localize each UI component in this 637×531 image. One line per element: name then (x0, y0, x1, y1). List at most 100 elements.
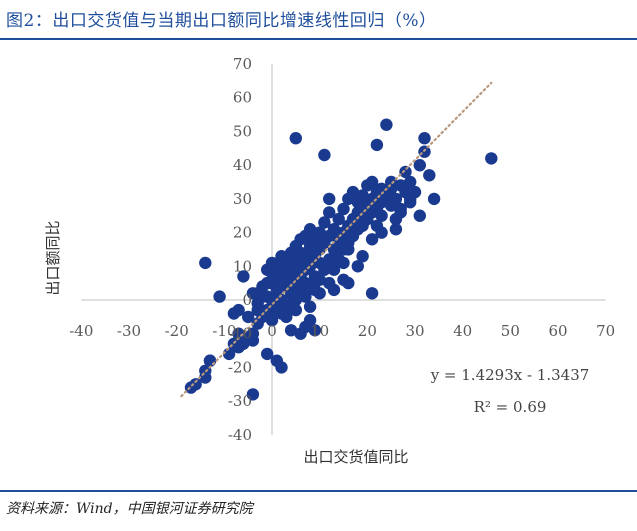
data-point (289, 303, 302, 317)
data-point (327, 283, 341, 297)
data-point (404, 175, 417, 189)
data-point (427, 192, 441, 206)
regression-equation: y = 1.4293x - 1.3437 (430, 366, 590, 384)
data-point (189, 378, 202, 391)
data-point (246, 327, 260, 340)
data-point (313, 226, 326, 239)
x-tick-label: -30 (117, 322, 141, 340)
data-point (318, 216, 331, 229)
data-point (308, 324, 322, 337)
axis-labels: 出口交货值同比 出口额同比 y = 1.4293x - 1.3437 R² = 0.6… (44, 220, 589, 466)
data-point (289, 132, 302, 145)
data-point (404, 192, 417, 206)
data-point (237, 270, 250, 283)
x-tick-label: 30 (405, 322, 424, 340)
data-point (342, 243, 355, 256)
data-point (337, 256, 350, 270)
data-point (222, 347, 236, 361)
data-point (199, 256, 212, 270)
y-tick-label: 50 (233, 122, 252, 140)
data-point (261, 347, 274, 361)
x-tick-label: 20 (358, 322, 377, 340)
y-tick-label: -30 (228, 392, 252, 410)
chart-axes (81, 64, 606, 435)
data-point (485, 152, 498, 165)
x-tick-label: -20 (165, 322, 189, 340)
data-point (270, 283, 283, 297)
x-tick-label: 70 (596, 322, 615, 340)
data-point (232, 327, 245, 340)
data-point (365, 175, 379, 189)
title-divider (0, 38, 637, 40)
data-point (413, 159, 426, 172)
data-point (356, 189, 369, 202)
data-point (418, 132, 431, 145)
scatter-points (184, 118, 498, 401)
data-point (284, 324, 298, 337)
data-point (346, 185, 360, 199)
data-point (251, 297, 264, 310)
data-point (280, 310, 293, 324)
data-point (303, 223, 317, 236)
data-point (299, 250, 312, 263)
source-divider (0, 490, 637, 492)
y-tick-label: 30 (233, 190, 252, 208)
data-point (323, 253, 336, 266)
source-note: 资料来源：Wind，中国银河证券研究院 (6, 501, 253, 517)
data-point (375, 209, 388, 222)
data-point (318, 148, 331, 162)
data-point (389, 223, 403, 236)
data-point (299, 290, 312, 303)
data-point (356, 250, 369, 263)
data-point (399, 165, 412, 179)
data-point (246, 388, 260, 401)
data-point (265, 314, 279, 327)
data-point (289, 293, 302, 307)
y-tick-label: 70 (233, 55, 252, 73)
x-tick-label: 0 (267, 322, 277, 340)
data-point (275, 361, 288, 374)
scatter-chart: -40 -30 -20 -10 0 10 20 30 40 50 60 70 70 60 50 40 30 20 1… (44, 55, 615, 466)
data-point (337, 202, 350, 216)
data-point (270, 260, 283, 273)
data-point (303, 314, 317, 327)
data-point (370, 138, 384, 152)
data-point (375, 226, 388, 239)
data-point (294, 327, 307, 340)
x-tick-label: 10 (310, 322, 329, 340)
data-point (327, 223, 341, 236)
data-point (327, 263, 341, 276)
data-point (213, 290, 226, 303)
x-tick-label: 50 (501, 322, 520, 340)
data-point (332, 212, 345, 226)
y-tick-label: 0 (242, 291, 252, 309)
y-tick-label: 20 (233, 224, 252, 242)
data-point (232, 303, 245, 317)
data-point (423, 169, 436, 182)
data-point (394, 206, 407, 219)
x-tick-label: 40 (453, 322, 472, 340)
data-point (203, 354, 217, 367)
y-tick-label: 40 (233, 156, 252, 174)
data-point (323, 192, 336, 206)
data-point (413, 209, 426, 222)
x-axis-title: 出口交货值同比 (303, 448, 408, 466)
data-point (242, 310, 255, 324)
figure-title: 图2：出口交货值与当期出口额同比增速线性回归（%） (6, 11, 437, 31)
data-point (365, 287, 379, 300)
data-point (318, 263, 331, 276)
trendline (180, 81, 493, 398)
data-point (313, 273, 326, 286)
y-tick-label: -40 (228, 426, 252, 444)
x-tick-label: 60 (548, 322, 567, 340)
y-tick-label: -20 (228, 358, 252, 376)
y-tick-label: -10 (228, 325, 252, 343)
x-tick-label: -10 (212, 322, 236, 340)
data-point (303, 300, 317, 313)
r-squared-label: R² = 0.69 (474, 398, 547, 416)
data-point (365, 233, 379, 246)
y-tick-label: 60 (233, 89, 252, 107)
y-tick-label: 10 (233, 257, 252, 275)
data-point (342, 276, 355, 290)
tick-labels: -40 -30 -20 -10 0 10 20 30 40 50 60 70 70 60 50 40 30 20 1… (69, 55, 615, 444)
